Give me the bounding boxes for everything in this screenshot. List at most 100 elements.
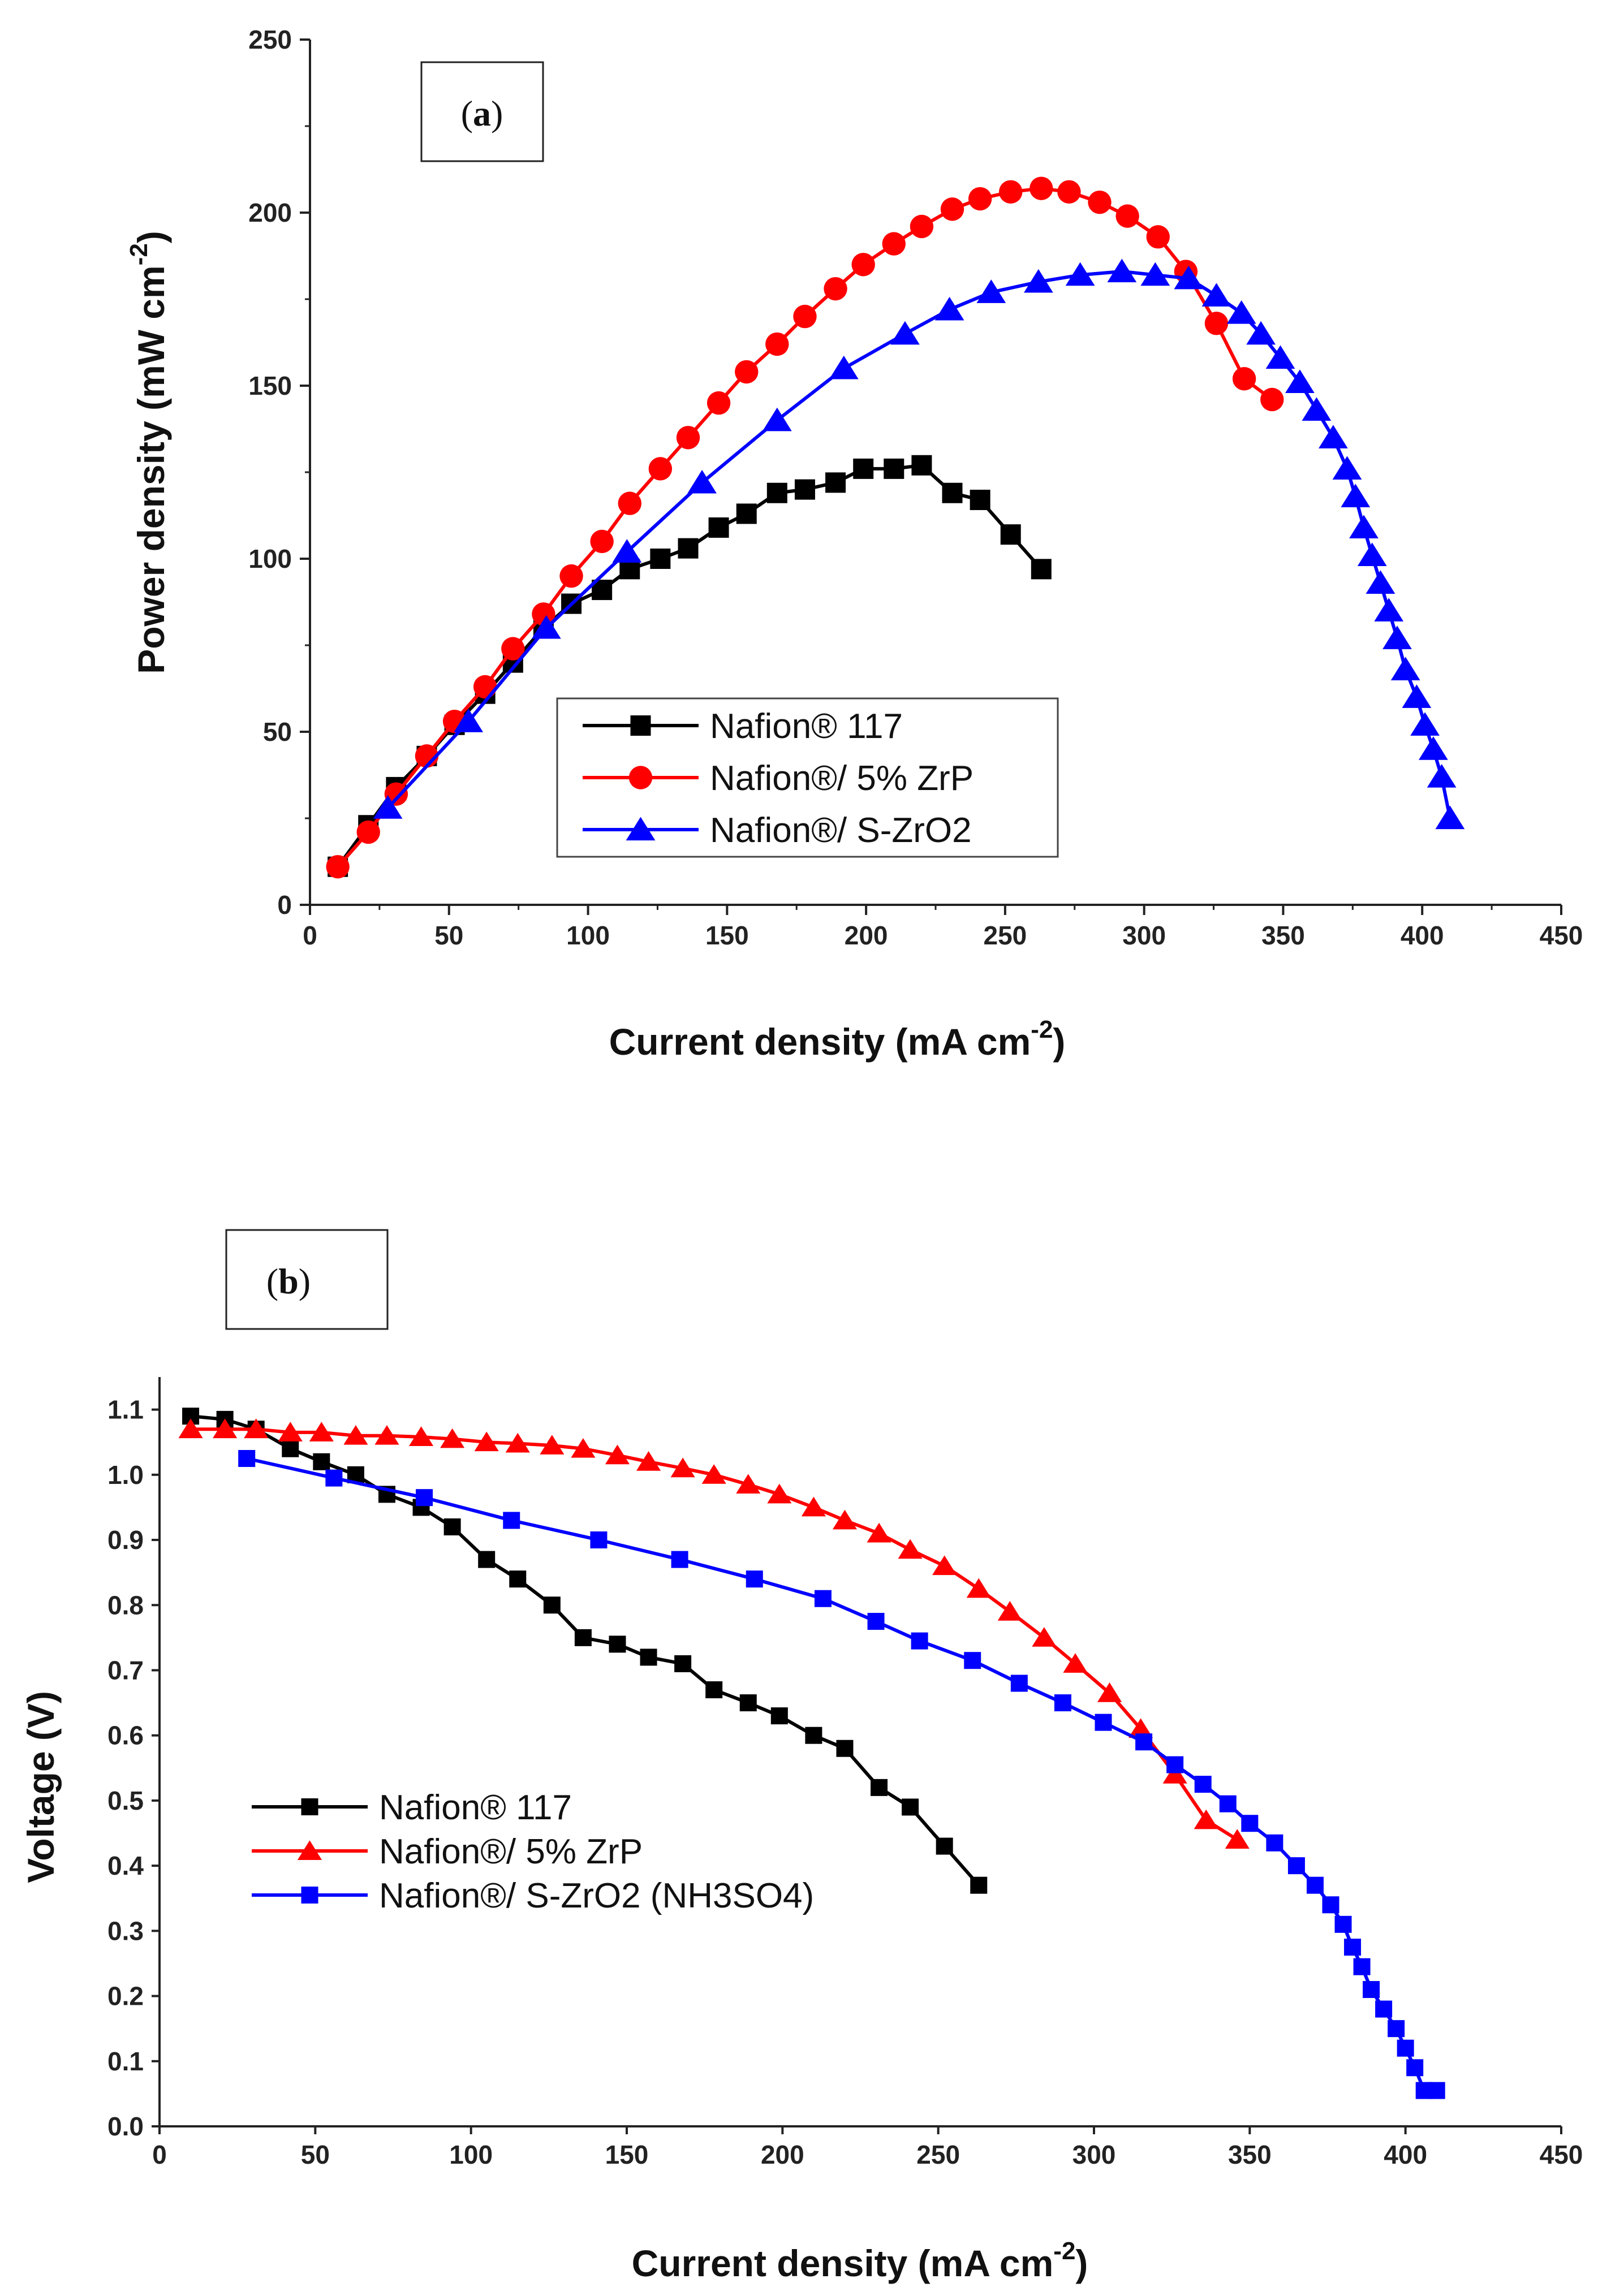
y-tick-label: 0.2 bbox=[107, 1982, 144, 2011]
data-point bbox=[882, 232, 906, 256]
data-point bbox=[968, 187, 992, 211]
data-point bbox=[571, 1438, 596, 1458]
voltage-chart: (b) 0 50 100 150 200 250 300 350 400 450 0.0 0.1 0.2… bbox=[20, 1229, 1583, 2284]
data-point bbox=[1410, 712, 1440, 736]
data-point bbox=[1341, 484, 1371, 507]
data-point bbox=[746, 1570, 763, 1588]
data-point bbox=[736, 1474, 761, 1494]
y-tick-label: 200 bbox=[248, 198, 292, 227]
data-point bbox=[1344, 1939, 1362, 1956]
y-tick-label: 1.1 bbox=[107, 1395, 144, 1425]
data-point bbox=[238, 1450, 256, 1468]
data-point bbox=[1032, 1627, 1057, 1647]
data-point bbox=[794, 479, 815, 500]
data-point bbox=[1287, 1857, 1305, 1875]
y-tick-label: 0.4 bbox=[107, 1851, 144, 1880]
data-point bbox=[1063, 1653, 1088, 1673]
y-tick-label: 0.5 bbox=[107, 1786, 144, 1815]
legend-item: Nafion®/ S-ZrO2 (NH3SO4) bbox=[252, 1876, 814, 1915]
x-tick-label: 350 bbox=[1261, 921, 1305, 950]
data-point bbox=[1057, 180, 1081, 204]
data-point bbox=[478, 1551, 496, 1568]
data-point bbox=[805, 1727, 822, 1744]
svg-text:(a): (a) bbox=[461, 93, 503, 133]
data-point bbox=[1260, 387, 1284, 412]
legend-item: Nafion® 117 bbox=[583, 707, 903, 746]
data-point bbox=[1357, 542, 1387, 567]
data-point bbox=[1266, 1834, 1283, 1852]
data-point bbox=[356, 820, 380, 844]
data-point bbox=[770, 1707, 788, 1725]
data-point bbox=[1285, 369, 1315, 394]
data-point bbox=[766, 482, 787, 503]
data-point bbox=[911, 1632, 928, 1650]
data-point bbox=[936, 1837, 953, 1855]
y-tick-label: 0.6 bbox=[107, 1721, 144, 1750]
x-tick-label: 50 bbox=[301, 2140, 330, 2169]
legend-label: Nafion® 117 bbox=[710, 707, 903, 746]
data-point bbox=[1174, 265, 1204, 290]
x-tick-label: 400 bbox=[1384, 2140, 1427, 2169]
data-point bbox=[1128, 1718, 1153, 1738]
data-point bbox=[605, 1444, 630, 1465]
data-point bbox=[1428, 2082, 1445, 2099]
data-point bbox=[325, 1469, 343, 1487]
data-point bbox=[574, 1629, 592, 1646]
data-point bbox=[1319, 425, 1348, 448]
x-tick-label: 350 bbox=[1228, 2140, 1272, 2169]
data-point bbox=[1107, 258, 1137, 283]
data-point bbox=[1097, 1682, 1122, 1702]
x-tick-label: 0 bbox=[152, 2140, 167, 2169]
data-point bbox=[1302, 397, 1332, 421]
data-point bbox=[1435, 805, 1465, 830]
data-point bbox=[829, 355, 859, 379]
data-point bbox=[309, 1422, 334, 1442]
x-tick-label: 300 bbox=[1072, 2140, 1116, 2169]
y-tick-label: 100 bbox=[248, 544, 292, 573]
x-tick-label: 450 bbox=[1540, 921, 1583, 950]
data-point bbox=[701, 1464, 726, 1484]
data-point bbox=[650, 549, 671, 569]
y-tick-label: 0.8 bbox=[107, 1590, 144, 1620]
data-point bbox=[1349, 515, 1379, 539]
legend-marker bbox=[626, 817, 656, 841]
data-point bbox=[282, 1440, 299, 1457]
legend-label: Nafion®/ S-ZrO2 bbox=[710, 811, 972, 850]
data-point bbox=[1427, 764, 1457, 788]
legend-item: Nafion®/ 5% ZrP bbox=[252, 1832, 643, 1871]
data-point bbox=[505, 1432, 530, 1453]
data-point bbox=[454, 709, 484, 732]
data-point bbox=[509, 1570, 527, 1588]
legend-label: Nafion®/ 5% ZrP bbox=[379, 1832, 643, 1871]
legend-label: Nafion®/ S-ZrO2 (NH3SO4) bbox=[379, 1876, 814, 1915]
data-point bbox=[824, 277, 847, 301]
data-point bbox=[374, 1425, 399, 1445]
x-tick-label: 0 bbox=[303, 921, 317, 950]
y-tick-label: 0.3 bbox=[107, 1916, 144, 1945]
data-point bbox=[890, 321, 920, 345]
x-tick-label: 100 bbox=[449, 2140, 493, 2169]
data-point bbox=[940, 197, 964, 221]
legend-marker bbox=[630, 715, 651, 736]
data-point bbox=[416, 1489, 433, 1507]
data-point bbox=[767, 1483, 792, 1504]
x-tick-label: 250 bbox=[984, 921, 1027, 950]
data-point bbox=[1322, 1896, 1339, 1914]
y-tick-label: 0.0 bbox=[107, 2112, 144, 2141]
data-point bbox=[636, 1451, 661, 1471]
data-point bbox=[343, 1425, 368, 1445]
panel-b-label-text: b bbox=[278, 1261, 299, 1301]
y-axis-title: Voltage (V) bbox=[20, 1691, 62, 1883]
data-point bbox=[1166, 1756, 1184, 1773]
data-point bbox=[1140, 262, 1170, 286]
legend-marker bbox=[628, 766, 653, 789]
data-point bbox=[898, 1539, 923, 1559]
data-point bbox=[670, 1457, 695, 1478]
series-nafion-s-zro2-nh3so4 bbox=[238, 1450, 1445, 2099]
data-point bbox=[942, 482, 963, 503]
data-point bbox=[676, 426, 700, 450]
data-point bbox=[1201, 283, 1231, 307]
data-point bbox=[801, 1496, 826, 1517]
data-point bbox=[1332, 456, 1362, 480]
data-point bbox=[1115, 204, 1139, 228]
